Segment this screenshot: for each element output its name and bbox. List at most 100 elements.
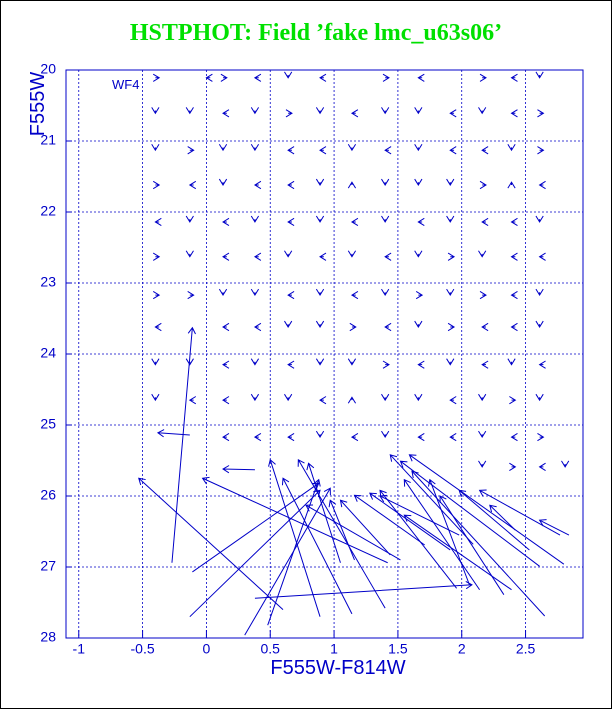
vector: [222, 396, 230, 405]
vector: [138, 477, 284, 610]
vector: [347, 396, 357, 404]
vector: [319, 146, 327, 155]
vector: [382, 73, 390, 82]
vector: [152, 290, 161, 300]
vector: [478, 107, 487, 115]
vector: [220, 73, 228, 82]
vector: [254, 581, 473, 599]
vector: [218, 178, 228, 186]
y-tick-label: 21: [40, 132, 56, 148]
y-tick-label: 26: [40, 487, 56, 503]
vector: [449, 396, 457, 405]
chart-title: HSTPHOT: Field ’fake lmc_u63s06’: [130, 20, 502, 46]
vector: [253, 432, 262, 442]
vector: [250, 215, 260, 223]
vector: [349, 322, 357, 332]
vector: [403, 478, 481, 591]
vector: [538, 360, 546, 369]
y-tick-label: 23: [40, 274, 56, 290]
vector: [151, 144, 160, 152]
vector: [287, 432, 295, 442]
vector: [446, 358, 455, 366]
vector: [315, 358, 325, 366]
vector: [417, 217, 425, 227]
vector: [187, 146, 195, 155]
vector: [446, 288, 455, 297]
vector: [382, 360, 390, 369]
vector: [222, 252, 230, 261]
vector: [447, 252, 456, 261]
vector: [253, 73, 262, 82]
vector: [538, 252, 546, 261]
vector: [339, 499, 391, 556]
vector: [510, 432, 518, 442]
vector: [399, 460, 540, 567]
vector: [538, 462, 546, 471]
vector: [222, 109, 230, 118]
vector: [535, 393, 544, 402]
vector: [447, 322, 456, 332]
vector: [347, 181, 357, 189]
vector: [449, 109, 457, 118]
vector: [510, 252, 518, 261]
vector: [537, 432, 545, 442]
vector: [315, 178, 325, 186]
vector: [244, 487, 331, 636]
vector: [537, 146, 545, 155]
vector: [328, 499, 355, 561]
vector: [222, 322, 230, 332]
vector: [315, 288, 325, 297]
vector: [205, 73, 213, 82]
vector: [535, 71, 544, 79]
vector: [347, 358, 357, 366]
y-tick-label: 25: [40, 416, 56, 432]
vector: [284, 71, 293, 79]
vector: [347, 250, 357, 258]
vector: [414, 250, 423, 258]
vector: [481, 360, 489, 369]
vector: [535, 320, 544, 328]
vector: [353, 494, 425, 546]
vector: [446, 215, 455, 223]
vector: [315, 107, 325, 115]
vector: [384, 252, 392, 261]
vector: [350, 290, 359, 300]
vector: [417, 432, 425, 442]
vector: [151, 107, 160, 115]
vector: [284, 393, 293, 402]
vector: [458, 489, 530, 551]
vector: [509, 396, 517, 405]
vector: [297, 458, 386, 609]
y-tick-label: 20: [40, 61, 56, 77]
x-tick-label: 1.5: [388, 641, 408, 657]
vector: [287, 360, 295, 369]
vector: [222, 432, 230, 442]
vector: [185, 107, 194, 115]
y-axis-label: F555W: [27, 72, 49, 137]
vector: [481, 146, 489, 155]
vector: [187, 290, 195, 300]
vector: [414, 144, 423, 152]
vector: [417, 360, 425, 369]
vector: [154, 217, 162, 227]
x-axis-label: F555W-F814W: [270, 657, 405, 679]
vector: [305, 504, 401, 561]
vector: [284, 250, 293, 258]
x-tick-label: 1: [330, 641, 338, 657]
vector: [350, 217, 359, 227]
vector: [222, 360, 230, 369]
vector: [253, 180, 262, 190]
vector: [408, 454, 565, 565]
vector: [188, 180, 197, 190]
vector: [287, 217, 295, 227]
vector: [171, 326, 196, 563]
vector: [481, 217, 489, 227]
vector: [507, 144, 516, 152]
vector: [510, 73, 518, 82]
vector: [479, 73, 487, 82]
vector: [319, 252, 327, 261]
vector: [151, 393, 160, 402]
vector: [449, 432, 457, 442]
x-tick-label: 0: [203, 641, 211, 657]
